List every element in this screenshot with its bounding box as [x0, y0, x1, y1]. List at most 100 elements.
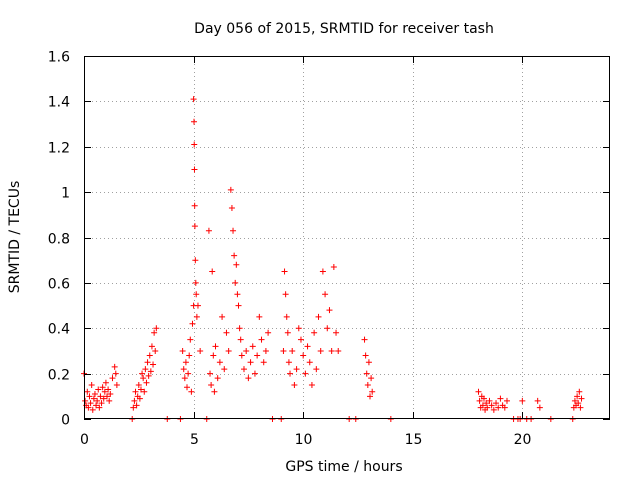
y-tick-label: 0.2 [48, 368, 70, 384]
data-point [210, 352, 217, 359]
data-point [254, 352, 261, 359]
data-point [306, 359, 313, 366]
data-point [319, 268, 326, 275]
data-point [333, 329, 340, 336]
data-point [576, 388, 583, 395]
data-point [87, 400, 94, 407]
data-point [490, 406, 497, 413]
data-point [577, 404, 584, 411]
data-point [476, 397, 483, 404]
data-point [578, 395, 585, 402]
data-point [109, 375, 116, 382]
data-point [208, 381, 215, 388]
data-point [363, 370, 370, 377]
data-point [258, 336, 265, 343]
data-point [104, 393, 111, 400]
data-point [256, 313, 263, 320]
data-point [237, 336, 244, 343]
x-tick-label: 10 [295, 432, 313, 448]
data-point [287, 370, 294, 377]
data-point [503, 397, 510, 404]
data-point [262, 347, 269, 354]
data-point [236, 325, 243, 332]
data-point [101, 388, 108, 395]
data-point [191, 166, 198, 173]
data-point [300, 352, 307, 359]
data-point [142, 366, 149, 373]
data-point [361, 336, 368, 343]
x-tick-label: 5 [190, 432, 199, 448]
data-point [291, 381, 298, 388]
data-point [230, 227, 237, 234]
data-point [82, 397, 89, 404]
data-point [145, 372, 152, 379]
data-point [146, 352, 153, 359]
data-point [324, 325, 331, 332]
y-tick-label: 0 [61, 413, 70, 429]
data-point [330, 263, 337, 270]
data-point [315, 313, 322, 320]
data-point [100, 395, 107, 402]
x-tick-label: 15 [405, 432, 423, 448]
data-point [137, 386, 144, 393]
data-point [536, 404, 543, 411]
data-point [190, 96, 197, 103]
data-point [191, 141, 198, 148]
data-point [313, 366, 320, 373]
data-point [249, 343, 256, 350]
data-point [311, 329, 318, 336]
data-point [107, 391, 114, 398]
data-point [197, 347, 204, 354]
data-point [193, 291, 200, 298]
data-point [112, 370, 119, 377]
data-point [308, 381, 315, 388]
data-point [191, 223, 198, 230]
data-point [207, 370, 214, 377]
data-point [283, 313, 290, 320]
data-point [97, 393, 104, 400]
data-point [484, 404, 491, 411]
data-point [185, 370, 192, 377]
data-point [106, 397, 113, 404]
data-point [495, 404, 502, 411]
data-point [88, 381, 95, 388]
y-axis-label: SRMTID / TECUs [7, 181, 23, 294]
data-point [225, 347, 232, 354]
data-point [93, 402, 100, 409]
data-point [302, 370, 309, 377]
data-point [99, 384, 106, 391]
data-point [89, 406, 96, 413]
data-point [223, 329, 230, 336]
data-point [189, 320, 196, 327]
data-point [132, 388, 139, 395]
data-point [221, 366, 228, 373]
data-point [365, 359, 372, 366]
data-point [152, 347, 159, 354]
data-point [219, 313, 226, 320]
axis-ticks: 0 5 10 15 20 0 0.2 0.4 0.6 0.8 1 1.2 1.4 1.6 [48, 50, 610, 448]
data-point [234, 291, 241, 298]
data-point [136, 395, 143, 402]
data-point [182, 359, 189, 366]
data-point [475, 388, 482, 395]
data-point [251, 370, 258, 377]
data-point [194, 302, 201, 309]
data-point [96, 404, 103, 411]
data-point [238, 352, 245, 359]
data-point [247, 359, 254, 366]
data-point [205, 227, 212, 234]
data-point [95, 386, 102, 393]
data-point [232, 279, 239, 286]
data-point [216, 359, 223, 366]
data-point [91, 391, 98, 398]
data-point [519, 397, 526, 404]
data-point [284, 329, 291, 336]
data-point [243, 347, 250, 354]
x-tick-label: 0 [80, 432, 89, 448]
data-point [362, 352, 369, 359]
data-point [228, 205, 235, 212]
data-point [214, 375, 221, 382]
data-point [140, 375, 147, 382]
data-point [328, 347, 335, 354]
data-point [105, 386, 112, 393]
